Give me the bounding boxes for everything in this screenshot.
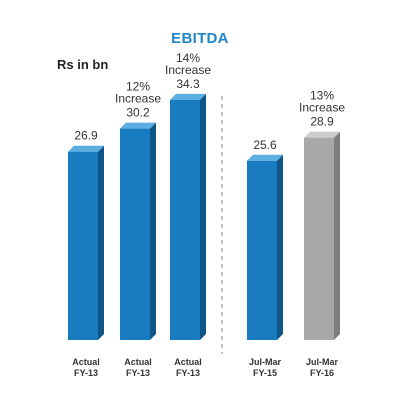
category-label-4-line-1: Jul-Mar	[249, 357, 282, 367]
bar-top-4	[247, 154, 283, 161]
bar-front-3	[170, 99, 200, 341]
category-label-5-line-2: FY-16	[310, 368, 334, 378]
chart-title: EBITDA	[171, 30, 229, 47]
bar-front-4	[247, 160, 277, 340]
bar-top-1	[68, 145, 104, 152]
bar-top-5	[304, 131, 340, 138]
bar-1	[68, 145, 104, 340]
value-label-1: 26.9	[74, 129, 98, 143]
value-label-5: 28.9	[310, 115, 334, 129]
increase-annotation-3-line-1: 13%	[310, 89, 334, 103]
bar-3	[170, 93, 206, 341]
bar-front-2	[120, 128, 150, 340]
bar-side-3	[200, 93, 206, 341]
y-unit-label: Rs in bn	[57, 57, 109, 72]
bar-5	[304, 131, 340, 340]
bar-top-3	[170, 93, 206, 100]
bar-4	[247, 154, 283, 340]
category-label-3-line-1: Actual	[174, 357, 202, 367]
category-label-3-line-2: FY-13	[176, 368, 200, 378]
increase-annotation-2-line-2: Increase	[165, 63, 211, 77]
bar-side-1	[98, 145, 104, 340]
increase-annotation-3-line-2: Increase	[299, 101, 345, 115]
category-label-2-line-2: FY-13	[126, 368, 150, 378]
increase-annotation-1-line-2: Increase	[115, 92, 161, 106]
category-label-1-line-1: Actual	[72, 357, 100, 367]
value-label-4: 25.6	[253, 138, 277, 152]
bar-top-2	[120, 122, 156, 129]
bar-front-5	[304, 137, 334, 340]
value-label-3: 34.3	[176, 77, 200, 91]
bar-side-4	[277, 154, 283, 340]
category-label-2-line-1: Actual	[124, 357, 152, 367]
category-label-4-line-2: FY-15	[253, 368, 277, 378]
bar-front-1	[68, 151, 98, 340]
increase-annotation-1-line-1: 12%	[126, 80, 150, 94]
increase-annotation-2-line-1: 14%	[176, 51, 200, 65]
category-label-1-line-2: FY-13	[74, 368, 98, 378]
bar-2	[120, 122, 156, 340]
bar-side-2	[150, 122, 156, 340]
value-label-2: 30.2	[126, 106, 150, 120]
bar-side-5	[334, 131, 340, 340]
category-label-5-line-1: Jul-Mar	[306, 357, 339, 367]
